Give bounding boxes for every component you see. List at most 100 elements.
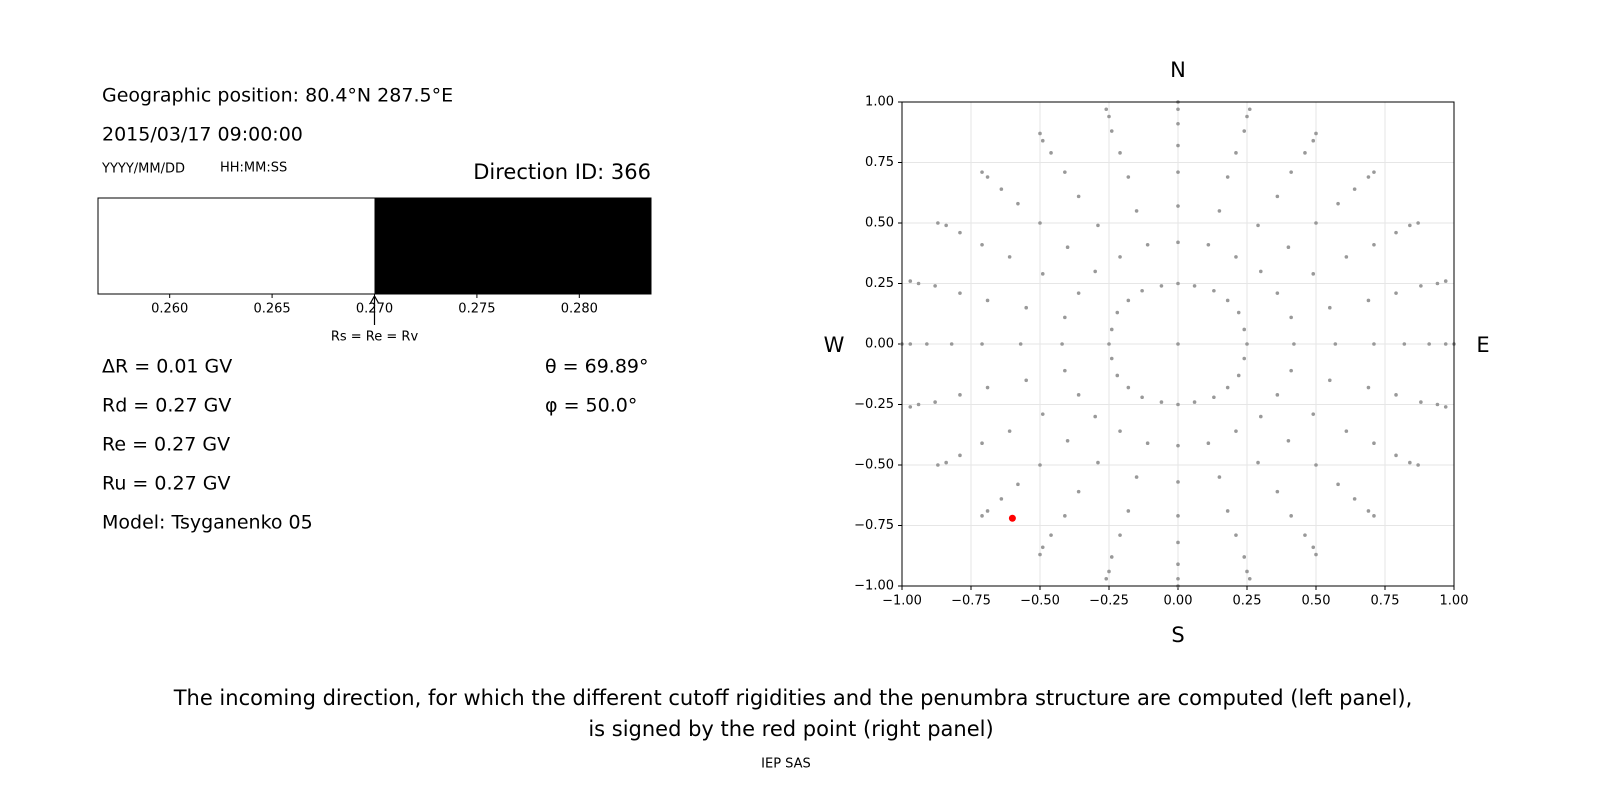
direction-point	[1159, 284, 1164, 288]
direction-point	[1126, 175, 1131, 179]
direction-point	[1118, 255, 1122, 259]
direction-point	[1352, 187, 1357, 191]
y-tick-label: 0.50	[865, 216, 894, 231]
direction-point	[1311, 272, 1316, 276]
direction-point	[1076, 489, 1081, 494]
direction-point	[1096, 223, 1100, 228]
direction-point	[1109, 129, 1114, 133]
direction-point	[1192, 400, 1197, 404]
direction-point	[1176, 480, 1180, 484]
value-line: Ru = 0.27 GV	[102, 473, 230, 495]
direction-point	[1366, 509, 1371, 513]
direction-point	[1126, 385, 1131, 390]
direction-point	[1314, 131, 1318, 136]
direction-point	[936, 463, 940, 467]
penumbra-band	[98, 198, 375, 294]
direction-point	[1259, 269, 1263, 274]
direction-point	[936, 221, 940, 225]
direction-point	[1275, 291, 1280, 295]
direction-point	[1049, 151, 1053, 155]
direction-point	[1289, 514, 1293, 518]
y-tick-label: 1.00	[865, 95, 894, 110]
direction-point	[1038, 131, 1042, 136]
direction-point	[1242, 327, 1247, 332]
direction-point	[1311, 138, 1316, 143]
direction-point	[1443, 342, 1448, 346]
position: Geographic position: 80.4°N 287.5°E	[102, 85, 453, 107]
direction-point	[1286, 245, 1291, 249]
direction-point	[958, 393, 962, 397]
direction-point	[1275, 393, 1280, 397]
direction-point	[1176, 170, 1180, 174]
direction-point	[1394, 453, 1398, 458]
direction-point	[1225, 175, 1230, 179]
direction-point	[1314, 221, 1318, 225]
direction-point	[1314, 552, 1318, 557]
direction-point	[1107, 569, 1111, 574]
direction-point	[1018, 342, 1023, 346]
direction-point	[908, 342, 913, 346]
direction-point	[1176, 143, 1180, 148]
x-tick-label: 0.260	[151, 302, 188, 317]
direction-point	[1242, 356, 1247, 361]
direction-point	[980, 242, 984, 247]
direction-point	[1104, 576, 1109, 581]
value-line: Re = 0.27 GV	[102, 434, 230, 456]
direction-point	[1118, 151, 1122, 155]
time-format: HH:MM:SS	[220, 161, 287, 176]
direction-point	[985, 298, 990, 303]
direction-point	[1038, 552, 1042, 557]
direction-point	[1443, 279, 1448, 283]
direction-point	[1416, 463, 1420, 467]
direction-point	[958, 453, 962, 458]
direction-point	[985, 509, 990, 513]
direction-point	[1176, 121, 1180, 126]
direction-point	[1234, 533, 1238, 537]
direction-point	[1344, 429, 1349, 433]
compass-label: W	[824, 333, 845, 357]
direction-point	[1176, 107, 1180, 112]
direction-point	[1007, 255, 1012, 259]
direction-point	[1145, 441, 1150, 446]
direction-point	[1016, 482, 1020, 487]
direction-point	[1212, 288, 1216, 293]
datetime: 2015/03/17 09:00:00	[102, 124, 303, 146]
direction-point	[908, 279, 913, 283]
direction-point	[1109, 555, 1114, 559]
direction-point	[944, 460, 948, 465]
y-tick-label: 0.75	[865, 155, 894, 170]
direction-point	[1435, 281, 1440, 286]
direction-point	[1176, 540, 1180, 545]
direction-point	[925, 342, 929, 346]
direction-point	[1242, 129, 1247, 133]
direction-point	[1104, 107, 1109, 112]
direction-point	[1076, 194, 1081, 199]
direction-point	[1333, 342, 1338, 346]
direction-point	[1259, 414, 1263, 419]
y-tick-label: 0.25	[865, 276, 894, 291]
direction-point	[1063, 514, 1067, 518]
direction-point	[1076, 291, 1081, 295]
direction-point	[1063, 315, 1067, 320]
direction-point	[1303, 151, 1307, 155]
direction-point	[980, 342, 984, 346]
direction-point	[1159, 400, 1164, 404]
direction-point	[1065, 245, 1070, 249]
value-line: ΔR = 0.01 GV	[102, 356, 232, 378]
direction-point	[1038, 221, 1042, 225]
direction-point	[1040, 138, 1045, 143]
direction-point	[1234, 151, 1238, 155]
direction-point	[1206, 242, 1211, 247]
direction-point	[1063, 170, 1067, 174]
direction-point	[1176, 514, 1180, 518]
direction-point	[1234, 429, 1238, 433]
date-format: YYYY/MM/DD	[101, 162, 185, 177]
direction-point	[1289, 368, 1293, 373]
direction-point	[1256, 223, 1260, 228]
x-tick-label: 0.25	[1233, 594, 1262, 609]
direction-point	[1126, 509, 1131, 513]
direction-point	[1275, 194, 1280, 199]
direction-point	[1024, 305, 1028, 310]
x-tick-label: 0.275	[458, 302, 495, 317]
